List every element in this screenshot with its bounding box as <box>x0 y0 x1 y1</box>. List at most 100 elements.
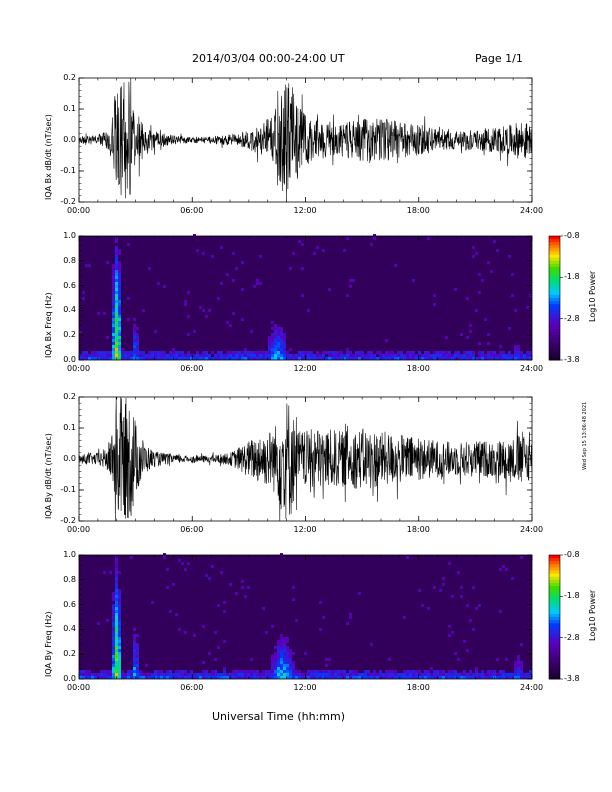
spectrogram-cell <box>280 336 283 339</box>
y-tick-label: 0.4 <box>63 624 76 634</box>
spectrogram-cell <box>481 673 484 676</box>
spectrogram-cell <box>223 357 226 360</box>
spectrogram-cell <box>412 357 415 360</box>
spectrogram-cell <box>493 670 496 673</box>
spectrogram-cell <box>232 670 235 673</box>
spectrogram-cell <box>79 354 82 357</box>
spectrogram-cell <box>469 670 472 673</box>
spectrogram-cell <box>289 649 292 652</box>
spectrogram-cell <box>100 354 103 357</box>
spectrogram-cell <box>181 562 184 565</box>
spectrogram-cell <box>490 670 493 673</box>
spectrogram-cell <box>118 661 121 664</box>
spectrogram-cell <box>367 357 370 360</box>
spectrogram-cell <box>280 655 283 658</box>
spectrogram-cell <box>202 625 205 628</box>
spectrogram-cell <box>412 673 415 676</box>
spectrogram-cell <box>268 676 271 679</box>
spectrogram-cell <box>466 604 469 607</box>
spectrogram-cell <box>478 291 481 294</box>
spectrogram-cell <box>277 670 280 673</box>
spectrogram-cell <box>151 351 154 354</box>
spectrogram-cell <box>418 673 421 676</box>
spectrogram-cell <box>268 348 271 351</box>
spectrogram-cell <box>115 586 118 589</box>
spectrogram-cell <box>118 613 121 616</box>
spectrogram-cell <box>163 673 166 676</box>
spectrogram-cell <box>310 351 313 354</box>
colorbar-segment <box>549 613 560 618</box>
spectrogram-cell <box>142 357 145 360</box>
y-tick-label: 0.1 <box>63 423 76 432</box>
spectrogram-cell <box>115 258 118 261</box>
spectrogram-cell <box>280 348 283 351</box>
spectrogram-cell <box>112 273 115 276</box>
spectrogram-cell <box>112 345 115 348</box>
spectrogram-cell <box>301 243 304 246</box>
spectrogram-cell <box>496 676 499 679</box>
spectrogram-cell <box>136 333 139 336</box>
spectrogram-cell <box>187 333 190 336</box>
spectrogram-cell <box>241 580 244 583</box>
spectrogram-cell <box>274 336 277 339</box>
spectrogram-cell <box>232 676 235 679</box>
spectrogram-cell <box>280 351 283 354</box>
spectrogram-cell <box>328 676 331 679</box>
spectrogram-cell <box>325 670 328 673</box>
spectrogram-cell <box>106 261 109 264</box>
spectrogram-cell <box>265 631 268 634</box>
spectrogram-cell <box>85 673 88 676</box>
spectrogram-cell <box>433 673 436 676</box>
spectrogram-cell <box>457 676 460 679</box>
colorbar-segment <box>549 567 560 571</box>
spectrogram-cell <box>373 234 376 237</box>
spectrogram-cell <box>127 676 130 679</box>
trace-line <box>78 396 533 522</box>
spectrogram-cell <box>166 676 169 679</box>
spectrogram-cell <box>235 351 238 354</box>
spectrogram-cell <box>115 559 118 562</box>
spectrogram-cell <box>322 616 325 619</box>
spectrogram-cell <box>412 670 415 673</box>
spectrogram-cell <box>118 339 121 342</box>
spectrogram-cell <box>298 670 301 673</box>
colorbar-segment <box>549 651 560 655</box>
spectrogram-cell <box>127 297 130 300</box>
x-tick-label: 06:00 <box>180 525 204 534</box>
spectrogram-cell <box>277 339 280 342</box>
spectrogram-cell <box>406 357 409 360</box>
spectrogram-cell <box>517 664 520 667</box>
spectrogram-cell <box>514 664 517 667</box>
colorbar-segment <box>549 329 560 333</box>
spectrogram-cell <box>520 354 523 357</box>
spectrogram-cell <box>376 676 379 679</box>
spectrogram-cell <box>163 556 166 559</box>
spectrogram-cell <box>268 336 271 339</box>
spectrogram-cell <box>127 318 130 321</box>
spectrogram-cell <box>223 610 226 613</box>
spectrogram-cell <box>118 279 121 282</box>
panel-1 <box>78 77 533 203</box>
spectrogram-cell <box>391 670 394 673</box>
spectrogram-cell <box>484 676 487 679</box>
colorbar-segment <box>549 558 560 562</box>
spectrogram-cell <box>466 354 469 357</box>
spectrogram-cell <box>280 664 283 667</box>
spectrogram-cell <box>280 634 283 637</box>
y-tick-label: 0.6 <box>63 599 76 609</box>
spectrogram-cell <box>511 294 514 297</box>
spectrogram-cell <box>211 351 214 354</box>
spectrogram-cell <box>292 357 295 360</box>
spectrogram-cell <box>268 345 271 348</box>
spectrogram-cell <box>517 670 520 673</box>
spectrogram-cell <box>277 357 280 360</box>
spectrogram-cell <box>283 664 286 667</box>
spectrogram-cell <box>280 357 283 360</box>
spectrogram-cell <box>115 667 118 670</box>
spectrogram-cell <box>280 354 283 357</box>
spectrogram-cell <box>115 577 118 580</box>
spectrogram-cell <box>322 676 325 679</box>
spectrogram-cell <box>430 676 433 679</box>
spectrogram-cell <box>154 357 157 360</box>
x-tick-label: 06:00 <box>180 364 204 373</box>
